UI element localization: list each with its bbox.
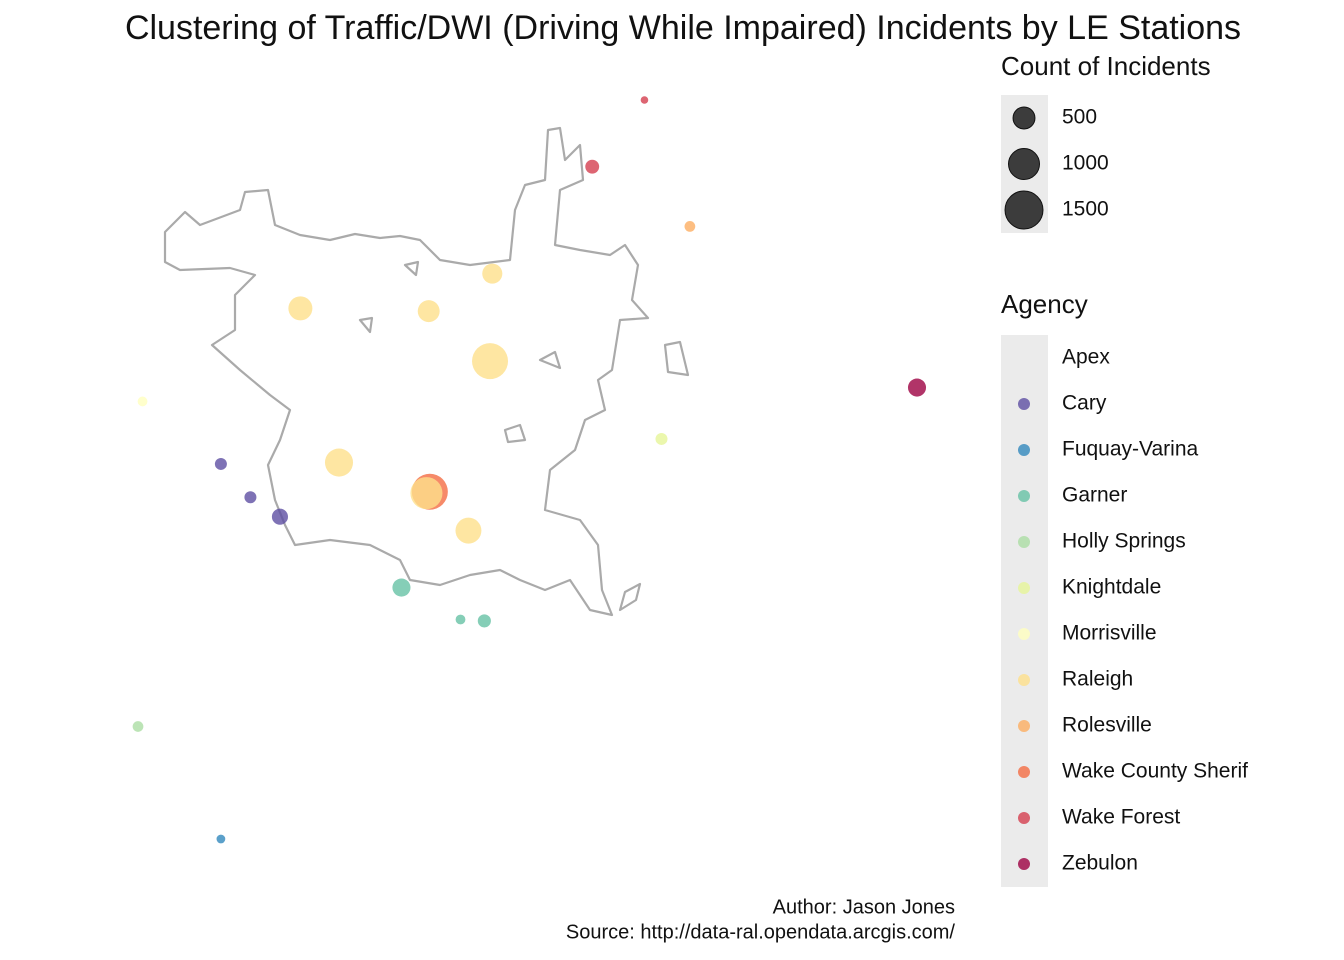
color-legend-title: Agency — [1001, 289, 1088, 319]
bubble — [477, 614, 491, 628]
bubble — [137, 396, 148, 407]
legend-label: Knightdale — [1062, 576, 1161, 599]
bubble — [655, 432, 668, 445]
legend-label: Zebulon — [1062, 852, 1138, 875]
bubble — [288, 296, 313, 321]
legend-label: Fuquay-Varina — [1062, 438, 1199, 461]
bubble — [324, 448, 354, 477]
caption-author: Author: Jason Jones — [773, 896, 955, 918]
color-legend-bg — [1001, 335, 1048, 887]
outline-main — [163, 126, 650, 617]
size-legend-title: Count of Incidents — [1001, 51, 1211, 81]
size-legend-label: 1500 — [1062, 198, 1109, 221]
legend-key — [1018, 766, 1030, 778]
legend-label: Rolesville — [1062, 714, 1152, 737]
bubble — [417, 300, 440, 323]
size-legend-key — [1012, 106, 1036, 130]
bubble — [216, 834, 226, 844]
caption-source: Source: http://data-ral.opendata.arcgis.… — [566, 921, 956, 943]
legend-key — [1018, 582, 1030, 594]
size-legend-key — [1008, 148, 1040, 180]
outline-southeast — [618, 582, 642, 612]
chart-title: Clustering of Traffic/DWI (Driving While… — [125, 9, 1241, 47]
legend-label: Raleigh — [1062, 668, 1133, 691]
bubble — [271, 508, 288, 525]
legend-label: Wake Forest — [1062, 806, 1180, 829]
legend-label: Apex — [1062, 346, 1110, 369]
bubble — [132, 721, 144, 732]
bubble — [684, 221, 696, 232]
bubble — [640, 96, 649, 104]
bubbles — [132, 96, 927, 844]
bubble — [455, 614, 466, 625]
legend-key — [1018, 812, 1030, 824]
legend-key — [1018, 536, 1030, 548]
bubble — [472, 343, 509, 380]
bubble — [455, 517, 482, 544]
legend-key — [1018, 444, 1030, 456]
size-legend-key — [1004, 190, 1044, 230]
legend-key — [1018, 720, 1030, 732]
legend-key — [1018, 674, 1030, 686]
legend-label: Morrisville — [1062, 622, 1157, 645]
legend-label: Wake County Sherif — [1062, 760, 1248, 783]
legend-key — [1018, 858, 1030, 870]
legend-key — [1018, 398, 1030, 410]
bubble — [410, 477, 443, 510]
legend-key — [1018, 490, 1030, 502]
bubble — [244, 491, 257, 504]
legend-label: Holly Springs — [1062, 530, 1186, 553]
size-legend-label: 500 — [1062, 106, 1097, 129]
bubble — [482, 263, 503, 284]
outline-east — [663, 340, 690, 377]
size-legend-label: 1000 — [1062, 152, 1109, 175]
legend-label: Cary — [1062, 392, 1107, 415]
bubble — [214, 457, 227, 470]
outline-patch — [358, 260, 562, 444]
bubble — [907, 378, 927, 397]
legend-label: Garner — [1062, 484, 1127, 507]
bubble — [585, 159, 600, 174]
legend-key — [1018, 628, 1030, 640]
bubble — [392, 578, 411, 597]
city-outline — [163, 126, 690, 617]
